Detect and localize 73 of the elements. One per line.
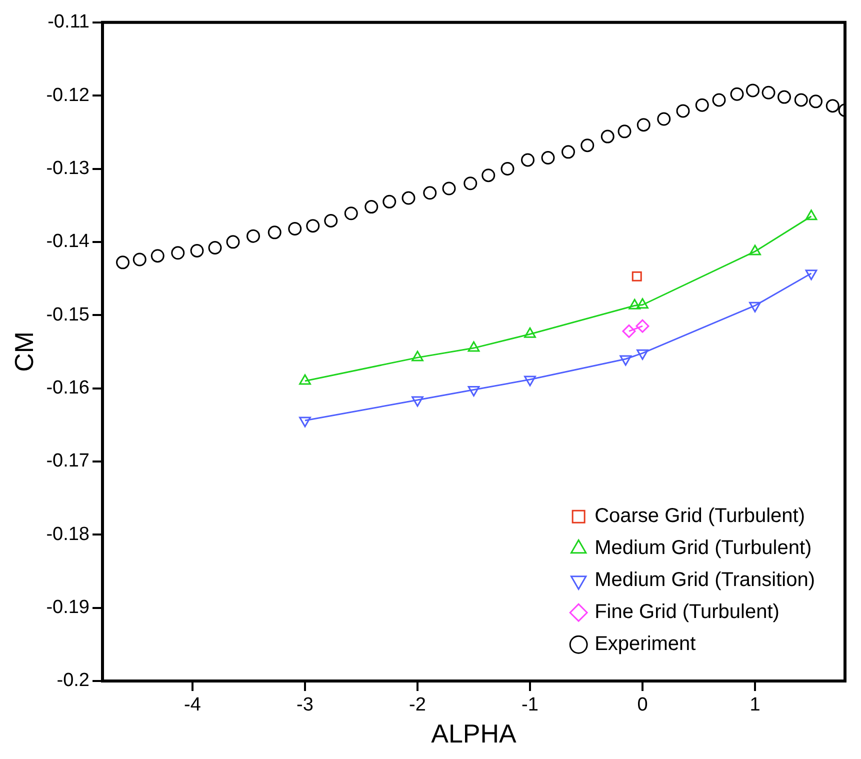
point — [636, 349, 648, 360]
point — [636, 319, 650, 333]
point — [622, 324, 636, 338]
legend-label: Experiment — [594, 633, 696, 656]
point — [464, 176, 478, 190]
point — [541, 151, 555, 165]
legend-label: Medium Grid (Turbulent) — [594, 537, 812, 560]
point — [809, 94, 822, 108]
point — [344, 206, 358, 220]
point — [695, 98, 709, 112]
point — [618, 124, 632, 138]
point — [482, 168, 496, 182]
point — [762, 86, 776, 100]
point — [468, 386, 480, 397]
y-tick-label: -0.14 — [46, 231, 90, 252]
point — [306, 219, 320, 233]
point — [364, 200, 378, 214]
point — [190, 244, 204, 258]
point — [657, 112, 671, 126]
point — [288, 222, 302, 236]
point — [746, 84, 760, 98]
legend-label: Fine Grid (Turbulent) — [594, 601, 780, 624]
point — [442, 182, 456, 196]
point — [521, 153, 535, 167]
y-tick-label: -0.2 — [56, 670, 90, 692]
point — [676, 104, 690, 118]
y-tick-label: -0.15 — [46, 304, 90, 326]
point — [402, 191, 416, 205]
point — [268, 226, 282, 240]
point — [246, 229, 260, 243]
point — [712, 93, 726, 107]
point — [171, 246, 185, 260]
x-tick-label: -4 — [184, 694, 202, 716]
y-tick-label: -0.11 — [48, 12, 90, 33]
point — [412, 396, 424, 407]
x-tick-label: -3 — [296, 694, 314, 716]
point — [805, 270, 818, 280]
point — [324, 214, 338, 228]
legend-label: Coarse Grid (Turbulent) — [594, 505, 806, 528]
point — [150, 249, 164, 263]
x-tick-label: -1 — [522, 694, 538, 716]
y-tick-label: -0.18 — [46, 524, 90, 545]
point — [620, 355, 632, 366]
point — [749, 302, 761, 312]
point — [730, 87, 744, 101]
point — [524, 376, 536, 386]
y-axis-title: CM — [8, 331, 39, 372]
point — [423, 186, 437, 200]
point — [382, 194, 396, 208]
point — [580, 138, 594, 152]
point — [826, 99, 840, 113]
x-tick-label: 1 — [750, 694, 760, 716]
point — [794, 93, 808, 107]
x-tick-label: -2 — [409, 694, 426, 716]
point — [600, 130, 614, 144]
legend-label: Medium Grid (Transition) — [594, 569, 815, 592]
point — [116, 256, 130, 270]
point — [636, 118, 650, 132]
y-tick-label: -0.19 — [46, 597, 90, 618]
point — [226, 235, 240, 249]
point — [299, 416, 311, 428]
y-tick-label: -0.13 — [46, 158, 90, 179]
x-axis-title: ALPHA — [431, 718, 518, 749]
x-tick-label: 0 — [637, 694, 648, 716]
point — [562, 145, 576, 159]
point — [632, 271, 642, 282]
y-tick-label: -0.17 — [46, 450, 90, 472]
y-tick-label: -0.16 — [46, 378, 90, 399]
point — [208, 241, 222, 255]
y-tick-label: -0.12 — [46, 84, 90, 106]
point — [132, 252, 146, 266]
point — [778, 90, 791, 104]
point — [500, 162, 514, 176]
